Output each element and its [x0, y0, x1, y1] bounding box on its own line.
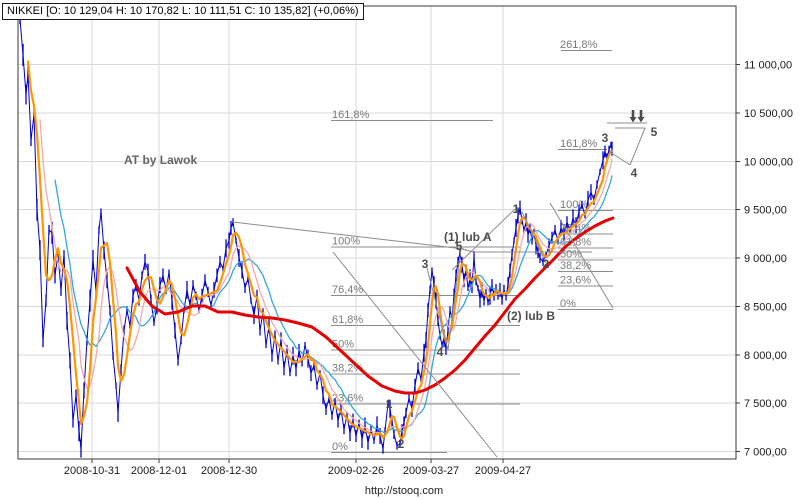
axes: 7 000,00 7 500,00 8 000,00 8 500,00 9 000,00… [17, 5, 793, 477]
wave-label: 4 [437, 345, 444, 359]
x-tick-label: 2009-04-27 [475, 465, 531, 477]
trendline [521, 211, 547, 264]
x-tick-label: 2008-10-31 [64, 465, 120, 477]
trendline [451, 208, 516, 271]
wave-label: 2 [543, 257, 550, 271]
wave-label: 1 [513, 202, 520, 216]
wave-label: 4 [631, 166, 638, 180]
x-tick-label: 2009-02-26 [328, 465, 384, 477]
double-down-arrows [629, 110, 645, 123]
trendline [332, 251, 498, 458]
fib-left-label: 61,8% [332, 314, 363, 326]
trendlines [232, 122, 647, 458]
fib-right-label: 23,6% [560, 274, 591, 286]
chart-title: NIKKEI [O: 10 129,04 H: 10 170,82 L: 10 … [2, 3, 364, 20]
y-tick-label: 8 500,00 [744, 301, 787, 313]
y-tick-label: 9 000,00 [744, 253, 787, 265]
price-line [19, 18, 613, 449]
down-arrow-icon [629, 117, 637, 123]
fib-right-label: 50% [560, 248, 582, 260]
y-tick-label: 10 000,00 [744, 156, 793, 168]
ma-long [125, 216, 615, 395]
plot-border [17, 5, 737, 460]
fib-left-label: 76,4% [332, 284, 363, 296]
fib-right-label: 161,8% [560, 138, 598, 150]
down-arrow-icon [637, 117, 645, 123]
price-series [19, 14, 613, 458]
fib-right-label: 100% [560, 199, 588, 211]
wave-label: 5 [651, 125, 658, 139]
moving-averages [26, 60, 615, 440]
wave-label: 2 [398, 437, 405, 451]
ma-fast [26, 60, 613, 440]
annotation-text: AT by Lawok [124, 153, 197, 167]
x-tick-label: 2009-03-27 [403, 465, 459, 477]
fib-right-label: 38,2% [560, 260, 591, 272]
x-tick-label: 2008-12-30 [201, 465, 257, 477]
y-tick-label: 8 000,00 [744, 350, 787, 362]
annotation-text: (1) lub A [444, 230, 492, 244]
footer-url: http://stooq.com [364, 485, 444, 497]
y-tick-label: 10 500,00 [744, 108, 793, 120]
grid-lines [18, 6, 736, 459]
wave-labels: 1 2 3 4 5 1 2 3 4 5 [386, 125, 658, 451]
wave-label: 3 [422, 257, 429, 271]
ma-slow [54, 175, 613, 434]
fib-left-label: 0% [332, 441, 348, 453]
trendline [609, 151, 631, 166]
y-tick-label: 11 000,00 [744, 60, 792, 72]
wave-label: 1 [386, 397, 393, 411]
y-tick-label: 7 500,00 [744, 398, 787, 410]
y-tick-label: 9 500,00 [744, 205, 787, 217]
fib-right-label: 261,8% [560, 39, 598, 51]
trendline [461, 248, 474, 253]
fib-left-label: 100% [332, 236, 360, 248]
y-tick-label: 7 000,00 [744, 447, 787, 459]
trendline [629, 127, 646, 166]
x-tick-label: 2008-12-01 [131, 465, 187, 477]
wave-label: 3 [602, 131, 609, 145]
trendline [426, 267, 449, 351]
wave-label: 5 [456, 239, 463, 253]
trendline [232, 221, 465, 250]
annotation-text: (2) lub B [507, 309, 555, 323]
fib-right-label: 0% [560, 298, 576, 310]
fib-left-label: 161,8% [332, 109, 370, 121]
trendline [549, 202, 614, 309]
trendline [447, 248, 462, 351]
fibonacci-retracements: 0%23,6%38,2%50%61,8%76,4%100%161,8%0%23,… [331, 39, 613, 453]
text-annotations: AT by Lawok (1) lub A (2) lub B [124, 153, 555, 323]
